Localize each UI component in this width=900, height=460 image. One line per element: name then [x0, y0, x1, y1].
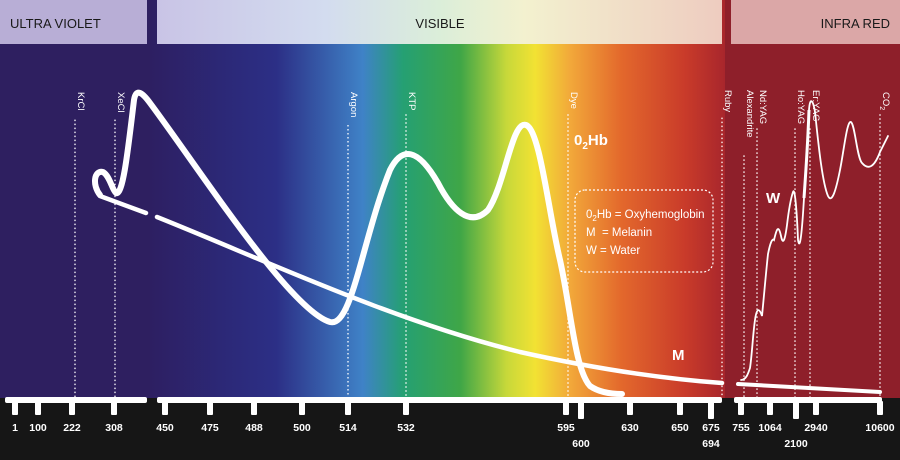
- axis-tick-1064: [767, 401, 773, 415]
- axis-tick-222: [69, 401, 75, 415]
- axis-tick-475: [207, 401, 213, 415]
- melanin-curve: [154, 214, 725, 386]
- axis-bar-ir: [734, 397, 882, 403]
- axis-bar-visible: [157, 397, 722, 403]
- legend-oxyhemoglobin: 02Hb = Oxyhemoglobin: [586, 209, 705, 223]
- axis-tick-755: [738, 401, 744, 415]
- water-curve-peak: [802, 109, 811, 199]
- melanin-curve-uv: [97, 193, 149, 216]
- melanin-label: M: [672, 347, 685, 364]
- axis-tick-label-694: 694: [702, 438, 720, 450]
- ir-band-label: INFRA RED: [821, 16, 890, 31]
- laser-labels: KrCl XeCl Argon KTP Dye Ruby Alexandrite Nd:YAG…: [75, 90, 891, 138]
- axis-tick-label-2940: 2940: [804, 422, 828, 434]
- axis-tick-532: [403, 401, 409, 415]
- axis-ticks: [12, 401, 883, 419]
- laser-label-krcl: KrCl: [75, 92, 86, 110]
- axis-background: [0, 398, 900, 460]
- water-label: W: [766, 190, 781, 207]
- axis-tick-label-532: 532: [397, 422, 415, 434]
- legend-melanin: M = Melanin: [586, 227, 652, 239]
- ir-band-header: [731, 0, 900, 44]
- oxyhemoglobin-label: 02Hb: [574, 132, 608, 152]
- axis-bar-uv: [5, 397, 147, 403]
- uv-band-label: ULTRA VIOLET: [10, 16, 101, 31]
- axis-tick-2940: [813, 401, 819, 415]
- axis-tick-label-500: 500: [293, 422, 311, 434]
- axis-tick-308: [111, 401, 117, 415]
- axis-tick-488: [251, 401, 257, 415]
- laser-label-argon: Argon: [348, 92, 359, 117]
- axis-tick-label-1: 1: [12, 422, 18, 434]
- axis-labels: 1 100 222 308 450 475 488 500 514 532 595 600 630 650…: [12, 422, 895, 450]
- axis-tick-label-10600: 10600: [865, 422, 894, 434]
- axis-tick-595: [563, 401, 569, 415]
- axis-tick-label-595: 595: [557, 422, 575, 434]
- axis-tick-label-222: 222: [63, 422, 81, 434]
- axis-tick-label-630: 630: [621, 422, 639, 434]
- axis-tick-label-1064: 1064: [758, 422, 782, 434]
- axis-tick-2100: [793, 401, 799, 419]
- laser-label-ruby: Ruby: [722, 90, 733, 112]
- axis-bars: [5, 397, 882, 403]
- uv-band-header: [0, 0, 147, 44]
- axis-tick-10600: [877, 401, 883, 415]
- axis-tick-1: [12, 401, 18, 415]
- axis-tick-650: [677, 401, 683, 415]
- axis-tick-label-450: 450: [156, 422, 174, 434]
- uv-region: [0, 0, 150, 398]
- laser-label-ndyag: Nd:YAG: [757, 90, 768, 124]
- visible-region: [150, 0, 725, 398]
- laser-label-ktp: KTP: [406, 92, 417, 110]
- axis-tick-100: [35, 401, 41, 415]
- legend-box: [574, 189, 714, 273]
- axis-tick-630: [627, 401, 633, 415]
- axis-tick-label-675: 675: [702, 422, 720, 434]
- legend-water: W = Water: [586, 245, 640, 257]
- water-curve: [740, 100, 889, 381]
- laser-label-dye: Dye: [568, 92, 579, 109]
- axis-tick-600: [578, 401, 584, 419]
- axis-tick-label-308: 308: [105, 422, 123, 434]
- axis-tick-500: [299, 401, 305, 415]
- axis-tick-label-2100: 2100: [784, 438, 808, 450]
- axis-tick-label-600: 600: [572, 438, 590, 450]
- visible-band-label: VISIBLE: [415, 16, 464, 31]
- axis-tick-514: [345, 401, 351, 415]
- laser-label-co2: CO2: [878, 92, 891, 110]
- visible-band-header: [157, 0, 722, 44]
- laser-label-xecl: XeCl: [115, 92, 126, 113]
- axis-tick-450: [162, 401, 168, 415]
- axis-tick-label-650: 650: [671, 422, 689, 434]
- axis-tick-label-100: 100: [29, 422, 47, 434]
- oxyhemoglobin-curve: [92, 89, 625, 397]
- axis-tick-label-755: 755: [732, 422, 750, 434]
- axis-tick-label-475: 475: [201, 422, 219, 434]
- axis-tick-694: [708, 401, 714, 419]
- melanin-curve-ir: [736, 382, 882, 394]
- axis-tick-label-514: 514: [339, 422, 357, 434]
- laser-label-hoyag: Ho:YAG: [795, 90, 806, 124]
- ir-region: [725, 0, 900, 398]
- laser-label-alexandrite: Alexandrite: [744, 90, 755, 138]
- laser-label-eryag: Er:YAG: [810, 90, 821, 122]
- axis-tick-label-488: 488: [245, 422, 263, 434]
- laser-lines: [74, 114, 881, 397]
